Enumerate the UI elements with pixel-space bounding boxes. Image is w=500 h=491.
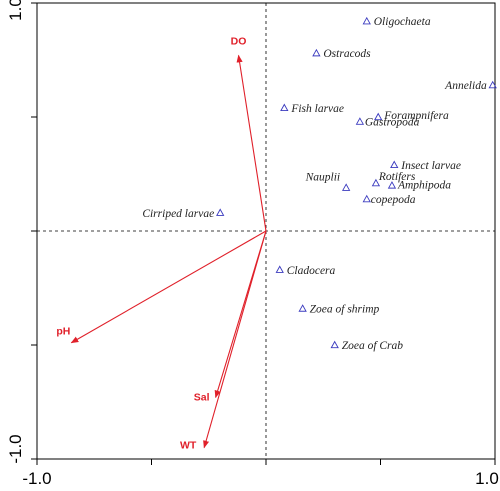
env-arrow [236, 54, 267, 232]
species-triangle [330, 340, 339, 349]
env-arrow [70, 230, 267, 344]
species-triangle [387, 181, 397, 189]
species-triangle [390, 160, 399, 169]
species-label: Amphipoda [397, 179, 451, 191]
species-triangle [362, 16, 371, 25]
env-label: pH [56, 326, 70, 338]
species-label: Forampnifera [383, 110, 449, 122]
y-tick-label: 1.0 [6, 0, 25, 21]
species-label: Rotifers [378, 171, 416, 183]
species-triangle [371, 178, 381, 187]
species-triangle [341, 183, 351, 191]
species-label: Zoea of Crab [342, 340, 404, 352]
species-label: copepoda [371, 194, 416, 206]
species-label: Fish larvae [290, 103, 344, 115]
species-label: Gastropoda [365, 117, 420, 129]
species-points: Oligochaeta Ostracods Annelida Fish larvae F… [142, 16, 497, 352]
x-tick-label: -1.0 [22, 469, 51, 488]
env-label: WT [180, 440, 197, 452]
species-label: Oligochaeta [374, 16, 431, 28]
species-label: Nauplii [305, 172, 341, 184]
species-label: Zoea of shrimp [310, 304, 380, 316]
species-triangle [312, 48, 321, 57]
environmental-vectors: DO pH Sal WT [56, 35, 267, 452]
y-tick-label: -1.0 [6, 434, 25, 463]
env-arrow [203, 230, 267, 449]
species-triangle [298, 304, 307, 312]
species-label: Ostracods [323, 48, 371, 60]
axis-ticks: -1.0 1.0 1.0 -1.0 [6, 0, 499, 488]
species-triangle [216, 208, 225, 216]
species-label: Cirriped larvae [142, 208, 214, 220]
species-label: Insect larvae [400, 160, 461, 172]
x-tick-label: 1.0 [475, 469, 499, 488]
species-label: Annelida [444, 80, 487, 92]
species-triangle [488, 80, 497, 89]
species-triangle [362, 194, 371, 203]
species-triangle [280, 103, 289, 112]
species-triangle [374, 112, 383, 121]
species-label: Cladocera [287, 265, 336, 277]
env-label: DO [231, 35, 247, 47]
env-label: Sal [194, 391, 210, 403]
species-triangle [275, 265, 284, 273]
species-triangle [355, 117, 365, 125]
